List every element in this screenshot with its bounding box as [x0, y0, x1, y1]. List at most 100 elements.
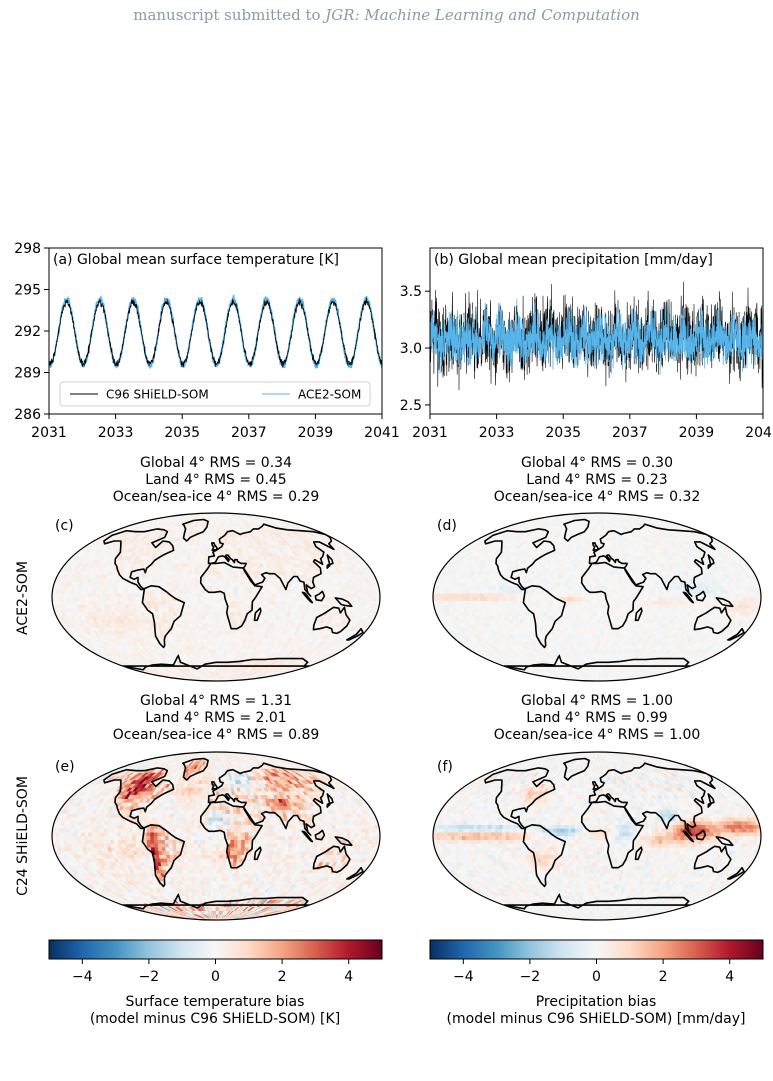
map-cell [226, 574, 231, 579]
map-cell [273, 600, 279, 605]
map-cell [269, 604, 275, 609]
map-cell [215, 656, 219, 661]
map-cell [132, 585, 137, 590]
map-cell [281, 589, 286, 594]
map-cell [324, 596, 330, 601]
map-cell [244, 585, 249, 590]
map-cell [233, 585, 239, 590]
panel-a-legend: C96 SHiELD-SOM ACE2-SOM [59, 381, 371, 407]
map-cell [225, 630, 230, 635]
map-cell [164, 604, 170, 609]
map-cell [229, 611, 235, 616]
map-cell [198, 626, 203, 631]
map-cell [248, 593, 253, 598]
map-cell [168, 604, 173, 609]
map-cell [186, 596, 191, 601]
map-cell [222, 634, 227, 639]
map-cell [235, 563, 241, 568]
map-cell [244, 604, 249, 609]
map-cell [320, 604, 326, 609]
map-cell [84, 593, 89, 598]
map-cell [150, 589, 155, 594]
map-cell [233, 615, 238, 620]
map-cell [180, 570, 186, 575]
map-cell [346, 589, 351, 594]
map-cell [219, 578, 224, 583]
map-cell [165, 578, 171, 583]
map-cell [288, 600, 293, 605]
map-cell [212, 593, 217, 598]
map-cell [284, 600, 290, 605]
map-cell [80, 593, 86, 598]
map-cell [206, 645, 211, 650]
map-cell [219, 608, 224, 613]
map-cell [229, 574, 235, 579]
map-cell [212, 570, 217, 575]
map-cell [204, 600, 209, 605]
map-cell [240, 608, 246, 613]
map-cell [295, 604, 300, 609]
map-cell [66, 596, 71, 601]
map-cell [594, 667, 598, 672]
map-cell [237, 596, 242, 601]
map-cell [131, 593, 137, 598]
map-cell [172, 611, 178, 616]
map-cell [213, 529, 217, 534]
map-cell [102, 593, 108, 598]
map-cell [328, 600, 333, 605]
map-cell [291, 585, 297, 590]
stat-e-global: Global 4° RMS = 1.31 [140, 693, 292, 709]
map-cell [153, 593, 158, 598]
map-cell [106, 600, 111, 605]
map-cell [175, 600, 180, 605]
map-cell [204, 611, 210, 616]
map-cell [320, 585, 326, 590]
map-cell [182, 596, 188, 601]
map-cell [602, 645, 607, 650]
map-cell [219, 570, 224, 575]
map-cell [194, 574, 199, 579]
stat-f-land: Land 4° RMS = 0.99 [526, 710, 667, 726]
map-cell [204, 581, 210, 586]
map-cell [222, 630, 227, 635]
map-cell [190, 596, 195, 601]
map-cell [195, 626, 200, 631]
map-cell [194, 615, 199, 620]
map-cell [292, 596, 297, 601]
map-cell [187, 574, 192, 579]
map-cell [208, 596, 213, 601]
map-cell [70, 589, 75, 594]
map-cell [372, 593, 377, 598]
map-cell [135, 604, 141, 609]
map-cell [280, 604, 286, 609]
map-cell [201, 596, 206, 601]
y-tick-label-0-1: 289 [14, 366, 41, 382]
stat-c-ocean: Ocean/sea-ice 4° RMS = 0.29 [113, 489, 320, 505]
map-cell [204, 596, 209, 601]
map-cell [222, 622, 227, 628]
map-cell [198, 619, 203, 624]
stat-c-global: Global 4° RMS = 0.34 [140, 455, 292, 471]
map-cell [237, 593, 242, 598]
map-cell [226, 581, 231, 586]
map-cell [190, 608, 195, 613]
map-cell [106, 596, 111, 601]
map-cell [172, 589, 177, 594]
stat-f-ocean: Ocean/sea-ice 4° RMS = 1.00 [494, 727, 701, 743]
map-cell [222, 604, 228, 609]
map-cell [208, 608, 213, 613]
map-cell [274, 596, 279, 601]
map-cell [240, 574, 245, 579]
map-cell [62, 593, 67, 598]
map-cell [237, 589, 242, 594]
map-cell [197, 615, 203, 620]
map-cell [179, 578, 185, 583]
map-cell [291, 589, 297, 594]
map-cell [197, 611, 203, 616]
map-cell [591, 649, 595, 654]
map-cell [596, 652, 600, 657]
map-cell [262, 604, 268, 609]
map-cell [350, 596, 355, 601]
map-cell [215, 593, 220, 598]
map-cell [215, 649, 220, 654]
